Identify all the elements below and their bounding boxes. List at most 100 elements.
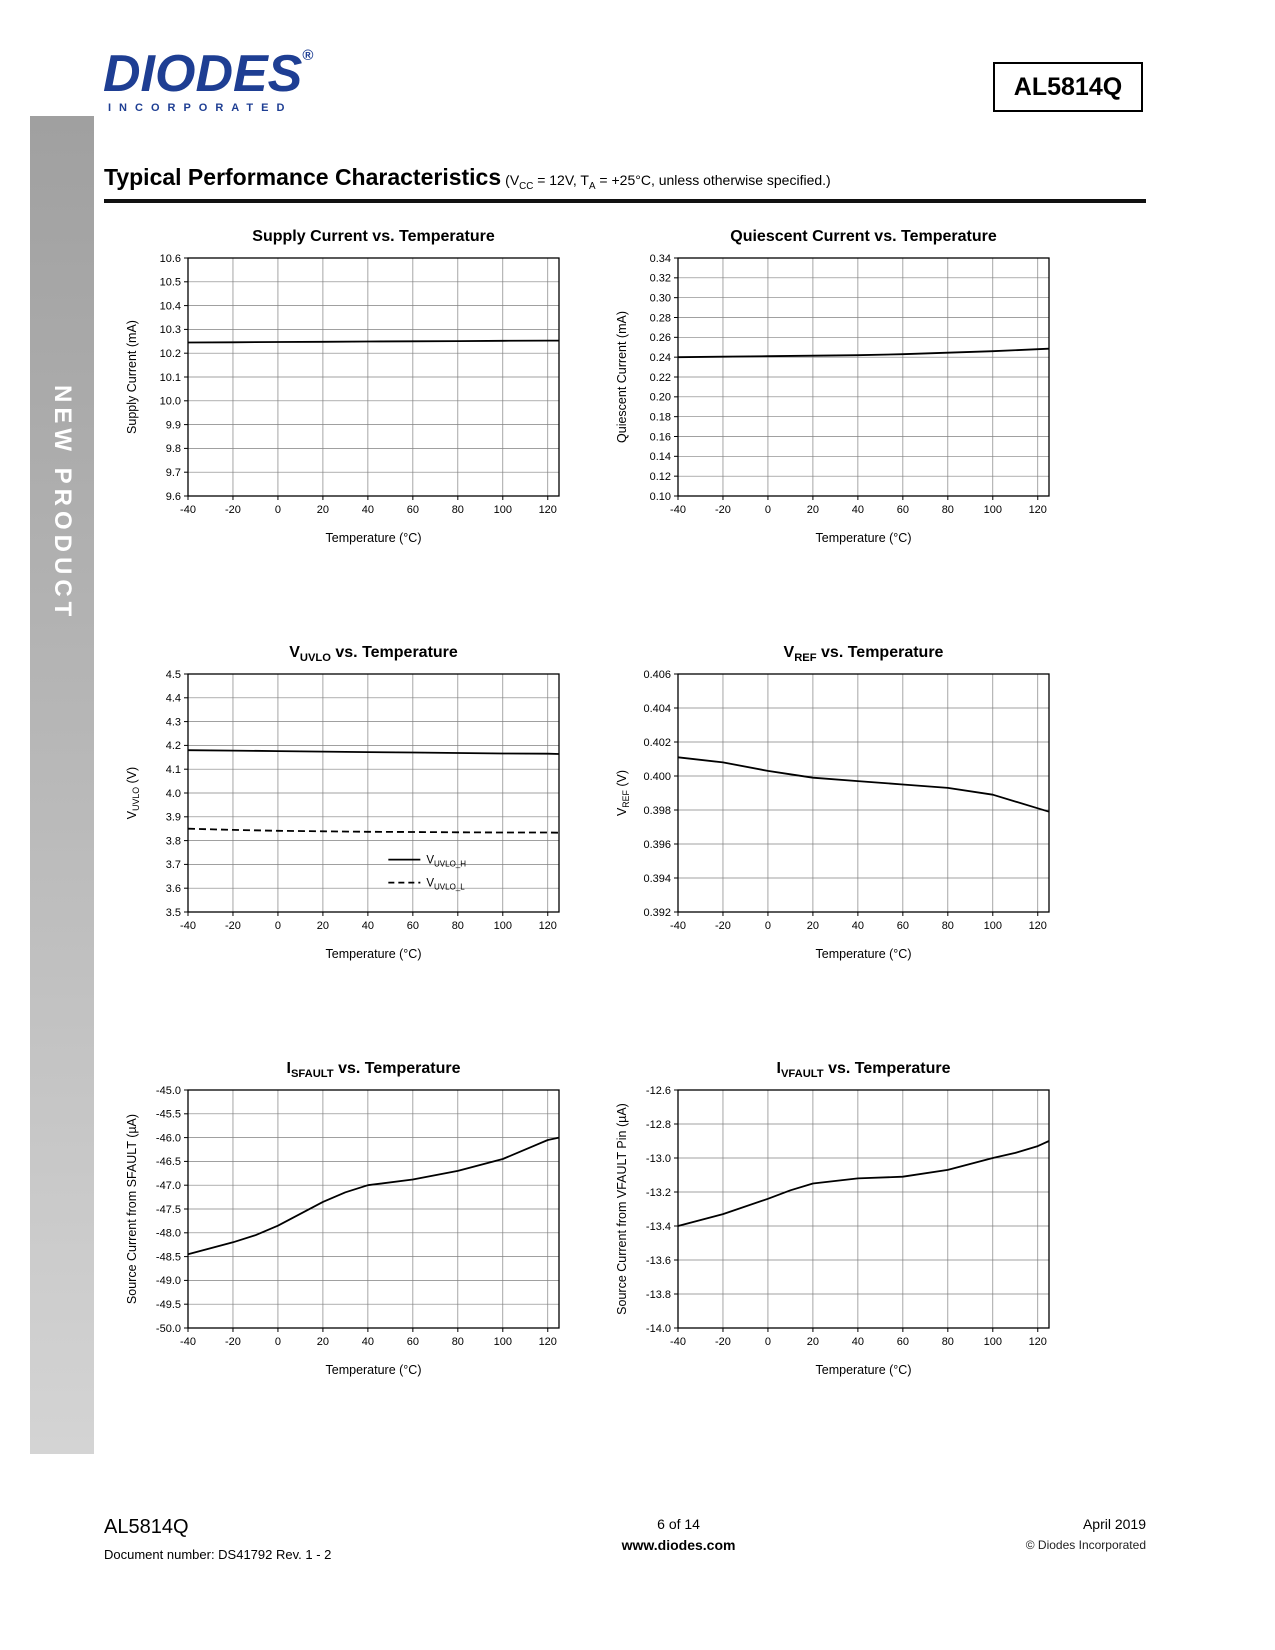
chart-title: Quiescent Current vs. Temperature [730,228,997,245]
svg-text:0.398: 0.398 [643,805,671,817]
svg-text:20: 20 [807,1336,819,1348]
svg-text:0.14: 0.14 [650,451,671,463]
svg-text:9.6: 9.6 [166,491,181,503]
chart-svg: -40 -20 0 20 40 60 80 100 120 0.10 0.12 0.14 0.16 0.1… [615,228,1050,545]
svg-text:-40: -40 [670,920,686,932]
x-axis-label: Temperature (°C) [326,1363,422,1377]
svg-text:0.32: 0.32 [650,273,671,285]
y-axis-label: Source Current from SFAULT (µA) [125,1114,139,1304]
svg-text:20: 20 [807,504,819,516]
svg-text:-13.6: -13.6 [646,1255,671,1267]
svg-text:120: 120 [539,920,557,932]
svg-text:4.5: 4.5 [166,669,181,681]
svg-text:-47.5: -47.5 [156,1204,181,1216]
chart-isfault: -40 -20 0 20 40 60 80 100 120 -50.0 -49.5 -49.0 -48.… [120,1056,570,1386]
legend-label: VUVLO_L [426,878,465,892]
svg-text:20: 20 [317,1336,329,1348]
svg-text:60: 60 [407,1336,419,1348]
svg-text:20: 20 [807,920,819,932]
y-axis-label: Quiescent Current (mA) [615,311,629,443]
svg-text:0.26: 0.26 [650,332,671,344]
chart-svg: -40 -20 0 20 40 60 80 100 120 -14.0 -13.8 -13.6 -13.… [615,1060,1050,1377]
svg-text:100: 100 [984,920,1002,932]
y-axis-label: VREF (V) [615,770,631,816]
svg-text:-46.5: -46.5 [156,1156,181,1168]
svg-text:-48.5: -48.5 [156,1251,181,1263]
svg-text:0.404: 0.404 [643,703,671,715]
footer-center: 6 of 14 www.diodes.com [622,1516,736,1553]
part-number: AL5814Q [1013,72,1123,101]
svg-text:0.12: 0.12 [650,471,671,483]
svg-text:100: 100 [984,1336,1002,1348]
svg-text:-46.0: -46.0 [156,1132,181,1144]
svg-text:0.10: 0.10 [650,491,671,503]
svg-text:4.4: 4.4 [166,693,181,705]
chart-title: IVFAULT vs. Temperature [776,1060,950,1080]
svg-text:60: 60 [897,1336,909,1348]
svg-text:10.3: 10.3 [160,324,181,336]
svg-text:-13.0: -13.0 [646,1153,671,1165]
svg-text:40: 40 [362,920,374,932]
new-product-label: NEW PRODUCT [49,385,76,622]
series-V_UVLO_L [187,827,560,834]
svg-text:10.6: 10.6 [160,253,181,265]
svg-text:120: 120 [539,504,557,516]
x-axis-label: Temperature (°C) [326,531,422,545]
chart-ivfault: -40 -20 0 20 40 60 80 100 120 -14.0 -13.8 -13.6 -13.… [610,1056,1060,1386]
svg-text:10.2: 10.2 [160,348,181,360]
chart-supply-current: -40 -20 0 20 40 60 80 100 120 9.6 9.7 9.8 9.9 10.0 10.… [120,224,570,554]
registered-mark-icon: ® [302,47,314,64]
svg-text:0.400: 0.400 [643,771,671,783]
section-title: Typical Performance Characteristics [104,164,502,190]
svg-text:-45.5: -45.5 [156,1109,181,1121]
y-axis-label: Source Current from VFAULT Pin (µA) [615,1103,629,1315]
svg-text:80: 80 [452,1336,464,1348]
svg-text:0: 0 [275,504,281,516]
section-header: Typical Performance Characteristics (VCC … [104,164,1146,203]
svg-text:-49.5: -49.5 [156,1299,181,1311]
svg-text:3.6: 3.6 [166,883,181,895]
chart-vref: -40 -20 0 20 40 60 80 100 120 0.392 0.394 0.396 0.39… [610,640,1060,970]
svg-text:0.394: 0.394 [643,873,671,885]
svg-text:40: 40 [362,504,374,516]
x-axis-label: Temperature (°C) [816,1363,912,1377]
svg-text:0: 0 [765,1336,771,1348]
chart-title: VREF vs. Temperature [784,644,944,664]
svg-text:80: 80 [452,504,464,516]
svg-text:4.3: 4.3 [166,716,181,728]
y-axis-label: VUVLO (V) [125,767,141,819]
series-supply-current [187,339,559,344]
svg-text:20: 20 [317,920,329,932]
chart-title: VUVLO vs. Temperature [289,644,458,664]
chart-svg: -40 -20 0 20 40 60 80 100 120 3.5 3.6 3.7 3.8 3.9 4.0 4… [125,644,560,961]
svg-text:0.22: 0.22 [650,372,671,384]
x-axis-label: Temperature (°C) [326,947,422,961]
svg-text:-50.0: -50.0 [156,1323,181,1335]
chart-svg: -40 -20 0 20 40 60 80 100 120 0.392 0.394 0.396 0.39… [615,644,1050,961]
svg-text:0: 0 [765,504,771,516]
svg-text:-12.6: -12.6 [646,1085,671,1097]
svg-text:80: 80 [942,1336,954,1348]
svg-text:0: 0 [275,1336,281,1348]
logo-wordmark: DIODES® [103,45,314,103]
chart-title: Supply Current vs. Temperature [252,228,495,245]
svg-text:0.392: 0.392 [643,907,671,919]
svg-text:0.396: 0.396 [643,839,671,851]
svg-text:80: 80 [942,504,954,516]
svg-text:4.1: 4.1 [166,764,181,776]
svg-text:9.8: 9.8 [166,443,181,455]
svg-text:0: 0 [275,920,281,932]
svg-text:3.7: 3.7 [166,859,181,871]
svg-text:-20: -20 [225,504,241,516]
svg-text:0.402: 0.402 [643,737,671,749]
svg-text:40: 40 [852,920,864,932]
svg-text:100: 100 [494,920,512,932]
svg-text:10.4: 10.4 [160,300,181,312]
svg-text:0.16: 0.16 [650,431,671,443]
x-axis-label: Temperature (°C) [816,531,912,545]
svg-text:0.18: 0.18 [650,411,671,423]
footer-website-link[interactable]: www.diodes.com [621,1537,736,1553]
diodes-logo: DIODES® INCORPORATED [103,48,313,114]
svg-text:-40: -40 [180,920,196,932]
svg-text:9.7: 9.7 [166,467,181,479]
